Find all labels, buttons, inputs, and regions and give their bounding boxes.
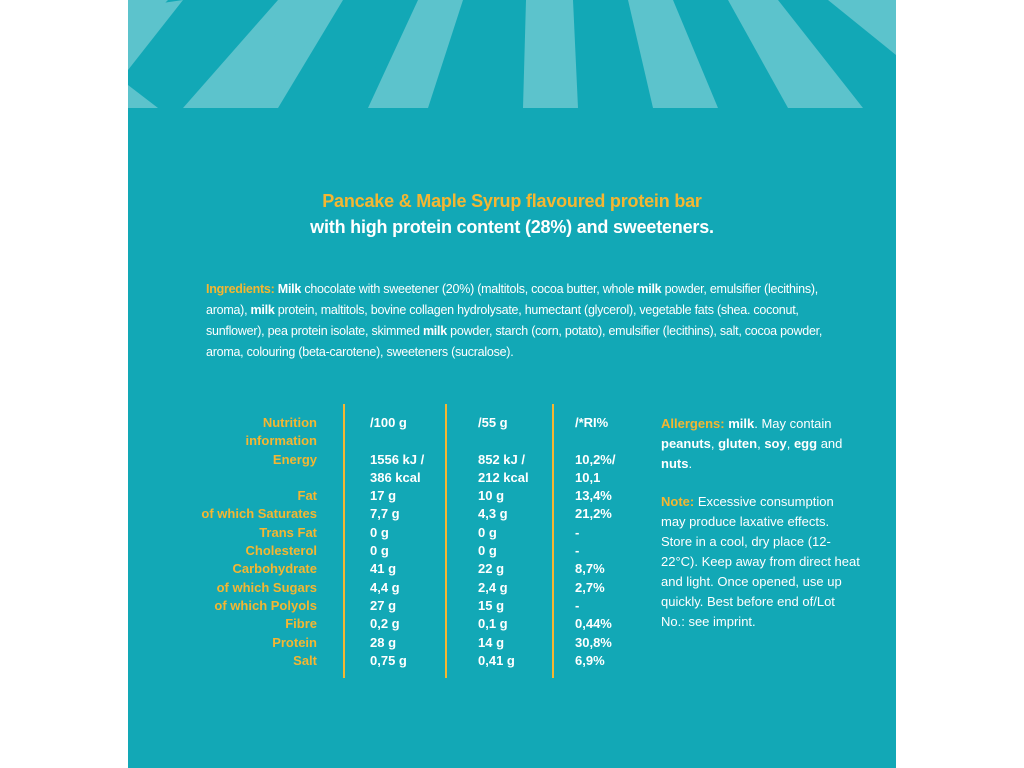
note-label: Note: — [661, 494, 695, 509]
allergens-segment: . May contain — [754, 416, 832, 431]
allergens-text: milk. May contain peanuts, gluten, soy, … — [661, 416, 842, 471]
note-block: Note: Excessive consumption may produce … — [661, 492, 861, 632]
allergens-segment: nuts — [661, 456, 689, 471]
ingredients-segment: milk — [250, 303, 275, 317]
nutrient-value-per55: 852 kJ / — [478, 451, 525, 467]
nutrient-value-per55: 0,1 g — [478, 616, 508, 632]
per100-column: /100 g 1556 kJ / 386 kcal 17 g 7,7 g 0 g 0 g 4… — [370, 414, 425, 668]
nutrient-label: Energy — [272, 451, 317, 467]
ingredients-body: Milk chocolate with sweetener (20%) (mal… — [206, 282, 822, 359]
nutrient-value-per55: 14 g — [478, 634, 505, 650]
nutrient-label: Carbohydrate — [232, 561, 317, 577]
nutrient-value-per100: 1556 kJ / — [370, 451, 425, 467]
decorative-rays — [128, 0, 896, 108]
nutrient-label: of which Polyols — [214, 597, 317, 613]
nutrient-value-ri: 13,4% — [575, 488, 612, 504]
nutrient-value-per100: 17 g — [370, 488, 397, 504]
allergens-segment: , — [757, 436, 765, 451]
product-subtitle: with high protein content (28%) and swee… — [310, 217, 714, 237]
allergens-segment: milk — [728, 416, 755, 431]
allergens-segment: soy — [764, 436, 787, 451]
ri-column: /*RI% 10,2%/ 10,1 13,4% 21,2% - - 8,7% 2,7% - 0,4… — [575, 414, 616, 668]
nutrient-label: Cholesterol — [245, 543, 317, 559]
nutrient-value-per100: 7,7 g — [370, 506, 400, 522]
allergens-segment: and — [817, 436, 843, 451]
nutrient-value-per100: 0,75 g — [370, 652, 407, 668]
ingredients-segment: chocolate with sweetener (20%) (maltitol… — [301, 282, 638, 296]
nutrient-value-per100: 0,2 g — [370, 616, 400, 632]
nutrient-value-per55: 0 g — [478, 543, 497, 559]
nutrient-value-ri: 10,2%/ — [575, 451, 616, 467]
nutrition-labels-column: Nutrition information Energy Fat of which … — [188, 414, 318, 668]
nutrient-value-per100: 386 kcal — [370, 469, 421, 485]
product-title: Pancake & Maple Syrup flavoured protein … — [322, 191, 702, 211]
label-panel: Pancake & Maple Syrup flavoured protein … — [128, 0, 896, 768]
allergens-block: Allergens: milk. May contain peanuts, gl… — [661, 414, 861, 474]
nutrient-label: of which Saturates — [201, 506, 317, 522]
ingredients-label: Ingredients: — [206, 282, 275, 296]
ingredients-segment: protein, maltitols, bovine collagen hydr… — [206, 303, 799, 338]
per55-header: /55 g — [478, 415, 508, 430]
nutrient-value-per100: 0 g — [370, 524, 389, 540]
nutrition-header-label: information — [245, 433, 318, 449]
nutrient-label: Fat — [297, 488, 318, 504]
nutrient-value-per55: 0,41 g — [478, 652, 515, 668]
nutrient-value-per55: 0 g — [478, 524, 497, 540]
nutrient-value-ri: 30,8% — [575, 634, 612, 650]
note-text: Excessive consumption may produce laxati… — [661, 494, 860, 629]
ingredients-segment: milk — [422, 324, 447, 338]
ingredients-text: Ingredients: Milk chocolate with sweeten… — [206, 279, 826, 363]
allergens-label: Allergens: — [661, 416, 725, 431]
nutrient-value-ri: 8,7% — [575, 561, 605, 577]
nutrient-label: of which Sugars — [216, 579, 317, 595]
nutrient-label: Fibre — [285, 616, 317, 632]
per55-column: /55 g 852 kJ / 212 kcal 10 g 4,3 g 0 g 0 g 22 … — [478, 414, 529, 668]
allergens-segment: peanuts — [661, 436, 711, 451]
nutrient-value-ri: - — [575, 597, 580, 613]
nutrient-value-per55: 10 g — [478, 488, 505, 504]
nutrition-header-label: Nutrition — [262, 415, 317, 430]
column-divider — [552, 404, 554, 678]
nutrient-value-per55: 22 g — [478, 561, 505, 577]
column-divider — [445, 404, 447, 678]
nutrient-label: Protein — [272, 634, 317, 650]
ingredients-segment: powder, starch (corn, potato), emulsifie… — [206, 324, 823, 359]
nutrient-value-per100: 4,4 g — [370, 579, 400, 595]
nutrient-value-per100: 0 g — [370, 543, 389, 559]
allergens-segment: , — [710, 436, 719, 451]
nutrient-value-ri: 2,7% — [575, 579, 605, 595]
nutrient-label: Salt — [293, 652, 317, 668]
nutrient-label: Trans Fat — [259, 524, 317, 540]
ingredients-segment: Milk — [277, 282, 302, 296]
side-notes: Allergens: milk. May contain peanuts, gl… — [661, 414, 861, 632]
allergens-segment: , — [786, 436, 794, 451]
nutrient-value-ri: 6,9% — [575, 652, 605, 668]
nutrient-label — [188, 469, 317, 487]
nutrient-value-per100: 28 g — [370, 634, 397, 650]
ingredients-segment: milk — [637, 282, 662, 296]
allergens-segment: . — [688, 456, 693, 471]
per100-header: /100 g — [370, 415, 407, 430]
nutrient-value-ri: 0,44% — [575, 616, 612, 632]
nutrient-value-ri: - — [575, 524, 580, 540]
nutrient-value-per55: 4,3 g — [478, 506, 508, 522]
nutrient-value-per100: 27 g — [370, 597, 397, 613]
nutrient-value-ri: 21,2% — [575, 506, 612, 522]
nutrient-value-per100: 41 g — [370, 561, 397, 577]
nutrient-value-ri: 10,1 — [575, 469, 601, 485]
allergens-segment: egg — [793, 436, 818, 451]
column-divider — [343, 404, 345, 678]
nutrient-value-ri: - — [575, 543, 580, 559]
ri-header: /*RI% — [575, 415, 609, 430]
allergens-segment: gluten — [718, 436, 758, 451]
nutrient-value-per55: 15 g — [478, 597, 505, 613]
nutrient-value-per55: 2,4 g — [478, 579, 508, 595]
ingredients-segment: powder, emulsifier (lecithins), aroma), — [206, 282, 819, 317]
nutrient-value-per55: 212 kcal — [478, 469, 529, 485]
